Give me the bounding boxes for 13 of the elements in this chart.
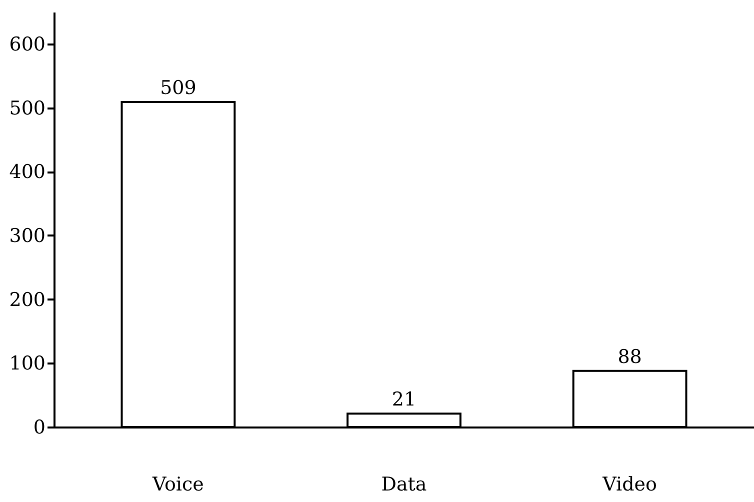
y-tick-label: 300: [9, 224, 46, 247]
data-label: 21: [392, 388, 416, 411]
y-tick-label: 200: [9, 288, 46, 311]
y-tick-label: 500: [9, 97, 46, 120]
x-tick-label: Video: [602, 474, 657, 496]
y-tick-label: 400: [9, 161, 46, 184]
y-tick-label: 100: [9, 352, 46, 375]
y-tick-label: 600: [9, 33, 46, 56]
y-tick-label: 0: [33, 416, 46, 438]
x-tick-label: Voice: [152, 474, 204, 496]
data-label: 509: [160, 77, 196, 100]
x-tick-label: Data: [381, 474, 427, 496]
data-label: 88: [618, 346, 642, 368]
